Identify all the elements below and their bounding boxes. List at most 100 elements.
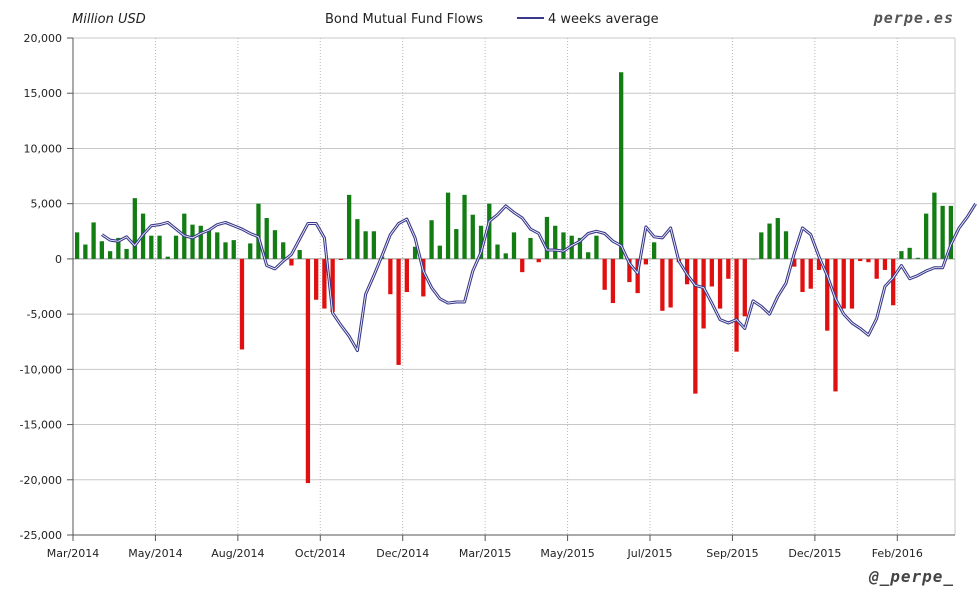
- flow-bar: [281, 242, 286, 259]
- flow-bar: [520, 258, 525, 273]
- flow-bar: [132, 198, 137, 259]
- flow-bar: [198, 225, 203, 259]
- flow-bar: [701, 258, 706, 329]
- flow-bar: [445, 192, 451, 259]
- flow-bar: [833, 258, 838, 392]
- legend-label-average: 4 weeks average: [548, 12, 659, 27]
- flow-bar: [668, 258, 673, 308]
- x-tick-label: Jul/2015: [627, 547, 673, 560]
- flow-bar: [272, 230, 278, 259]
- flow-bar: [314, 258, 319, 300]
- flow-bar: [528, 237, 533, 259]
- flow-bar: [437, 245, 442, 259]
- flow-bar: [165, 256, 170, 259]
- flow-bar: [124, 248, 129, 259]
- flow-bar: [388, 258, 393, 295]
- flow-bar: [454, 229, 459, 259]
- y-tick-label: 0: [55, 253, 62, 266]
- y-tick-label: -25,000: [20, 529, 62, 542]
- flow-bar: [231, 240, 236, 259]
- flow-bar: [470, 214, 475, 259]
- flow-bar: [627, 258, 632, 283]
- flow-bar: [421, 258, 426, 297]
- axes: [67, 37, 955, 541]
- flow-bar: [536, 258, 541, 263]
- tick-labels: 20,000 15,000 10,000 5,000 0 -5,000 -10,000 -15…: [20, 32, 923, 560]
- flow-bar: [157, 235, 162, 259]
- flow-bar: [932, 192, 937, 259]
- flow-bar: [305, 258, 311, 484]
- flow-bar: [462, 194, 467, 259]
- flow-bar: [330, 258, 335, 312]
- flow-bar: [116, 237, 121, 259]
- flow-bar: [355, 219, 360, 259]
- flow-bar: [610, 258, 616, 304]
- flow-bar: [816, 258, 822, 270]
- flow-bar: [709, 258, 714, 287]
- flow-bar: [215, 232, 220, 259]
- flow-bar: [99, 241, 104, 259]
- x-tick-label: May/2015: [540, 547, 594, 560]
- flow-bar: [792, 258, 797, 267]
- flow-bar: [775, 218, 780, 259]
- x-tick-label: Dec/2015: [788, 547, 841, 560]
- flow-bar: [651, 242, 657, 259]
- flow-bar: [750, 258, 756, 260]
- flow-bar: [783, 231, 789, 259]
- x-tick-label: Aug/2014: [211, 547, 264, 560]
- flow-bar: [825, 258, 830, 331]
- flow-bar: [858, 258, 863, 262]
- y-tick-label: 15,000: [24, 87, 63, 100]
- flow-bar: [882, 258, 888, 270]
- flow-bars: [74, 72, 954, 484]
- flow-bar: [256, 203, 261, 259]
- flow-bar: [635, 258, 640, 294]
- flow-bar: [602, 258, 607, 290]
- flow-bar: [899, 251, 904, 259]
- flow-bar: [396, 258, 401, 365]
- flow-bar: [734, 258, 739, 352]
- x-tick-label: May/2014: [128, 547, 182, 560]
- flow-bar: [586, 252, 591, 259]
- flow-bar: [767, 223, 772, 259]
- flow-bar: [841, 258, 846, 309]
- flow-bar: [487, 203, 492, 259]
- y-tick-label: -5,000: [27, 308, 62, 321]
- y-tick-label: 20,000: [24, 32, 63, 45]
- flow-bar: [643, 258, 649, 265]
- flow-bar: [915, 257, 921, 259]
- flow-bar: [363, 231, 368, 259]
- flow-bar: [495, 244, 500, 259]
- flow-bar: [289, 258, 294, 266]
- flow-bar: [849, 258, 855, 309]
- handle-label: @_perpe_: [868, 567, 954, 586]
- flow-bar: [239, 258, 245, 350]
- x-tick-label: Dec/2014: [376, 547, 429, 560]
- flow-bar: [874, 258, 879, 279]
- flow-bar: [371, 231, 377, 259]
- flow-bar: [478, 225, 484, 259]
- flow-bar: [264, 218, 269, 259]
- y-tick-label: 5,000: [31, 198, 63, 211]
- flow-bar: [346, 194, 352, 259]
- x-tick-label: Feb/2016: [872, 547, 923, 560]
- flow-bar: [429, 220, 434, 259]
- flow-bar: [594, 235, 599, 259]
- flow-bar: [759, 232, 764, 259]
- x-tick-label: Sep/2015: [706, 547, 758, 560]
- flow-bar: [74, 232, 80, 259]
- y-tick-label: -15,000: [20, 419, 62, 432]
- y-tick-label: -10,000: [20, 363, 62, 376]
- flow-bar: [544, 216, 550, 259]
- flow-bar: [248, 243, 253, 259]
- flow-bar: [322, 258, 327, 309]
- unit-label: Million USD: [72, 12, 146, 27]
- flow-bar: [660, 258, 665, 311]
- flow-bar: [503, 253, 508, 259]
- flow-bar: [726, 258, 731, 279]
- x-tick-label: Mar/2015: [459, 547, 511, 560]
- flow-bar: [297, 250, 302, 259]
- flow-bar: [800, 258, 805, 293]
